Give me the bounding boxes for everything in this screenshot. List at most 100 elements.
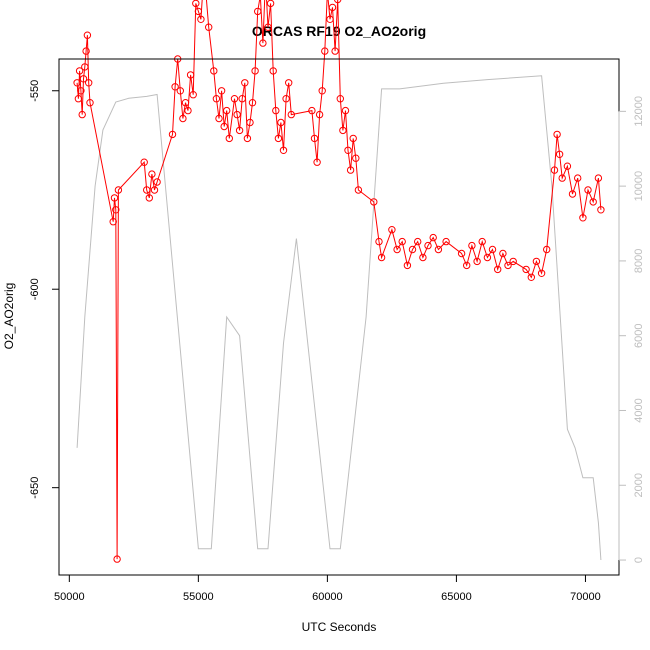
x-tick-label: 65000	[441, 591, 472, 603]
data-point	[522, 265, 530, 274]
data-point	[74, 95, 83, 103]
data-point	[150, 186, 159, 194]
data-point	[499, 249, 507, 258]
data-point	[509, 257, 517, 266]
data-point	[81, 63, 89, 71]
data-point	[272, 106, 280, 115]
data-point	[331, 47, 339, 55]
data-point	[318, 87, 326, 95]
data-point	[473, 257, 481, 266]
data-point	[494, 265, 502, 274]
data-point	[83, 31, 92, 39]
y-axis: -650 -600 -550	[29, 80, 60, 499]
data-point	[235, 126, 244, 135]
data-point	[282, 95, 290, 103]
data-point	[568, 190, 577, 198]
data-point	[109, 218, 117, 226]
data-point	[176, 87, 185, 95]
data-point	[225, 134, 234, 143]
data-point	[326, 15, 334, 23]
data-point	[555, 150, 564, 159]
x-axis: 50000 55000 60000 65000 70000	[54, 574, 601, 603]
data-point	[251, 67, 259, 75]
data-point	[86, 99, 94, 107]
data-point	[259, 39, 267, 47]
data-point	[179, 114, 187, 123]
data-point	[171, 83, 179, 91]
data-point	[140, 158, 148, 166]
data-point	[148, 170, 156, 178]
data-point	[197, 15, 205, 23]
data-point	[429, 233, 437, 242]
data-point	[468, 241, 476, 250]
x-tick-label: 60000	[312, 591, 343, 603]
data-point	[287, 110, 295, 119]
data-point	[310, 134, 319, 143]
data-point	[212, 95, 221, 103]
data-point	[341, 106, 350, 115]
data-point	[114, 186, 123, 194]
primary-series-layer	[73, 0, 605, 563]
data-point	[388, 226, 396, 234]
data-point	[419, 253, 427, 262]
data-point	[375, 237, 383, 246]
data-point	[478, 237, 486, 246]
data-point	[266, 0, 275, 8]
data-point	[579, 214, 587, 222]
data-point	[248, 99, 257, 107]
data-point	[584, 186, 592, 194]
data-point	[186, 71, 195, 79]
data-point	[77, 87, 85, 95]
data-point	[168, 130, 177, 139]
data-point	[377, 253, 386, 262]
secondary-y-tick-label: 6000	[633, 323, 645, 347]
data-point	[328, 3, 337, 12]
data-point	[334, 0, 342, 4]
data-point	[488, 245, 497, 254]
y-tick-label: -600	[29, 278, 41, 300]
data-point	[313, 158, 321, 166]
secondary-y-tick-label: 2000	[633, 473, 645, 497]
x-tick-label: 55000	[183, 591, 214, 603]
data-point	[205, 23, 213, 31]
data-point	[264, 23, 272, 31]
data-point	[597, 206, 605, 214]
data-point	[315, 110, 324, 119]
data-point	[398, 237, 406, 246]
data-point	[408, 245, 417, 254]
data-point	[85, 79, 93, 87]
data-point	[230, 95, 239, 103]
data-point	[254, 7, 262, 16]
data-point	[344, 146, 352, 155]
data-point	[532, 257, 541, 266]
data-point	[79, 75, 88, 83]
data-point	[153, 178, 161, 186]
secondary-series-line	[76, 75, 602, 561]
primary-series-line	[76, 0, 602, 560]
data-point	[285, 79, 293, 87]
data-point	[537, 269, 546, 277]
data-point	[279, 146, 288, 155]
data-point	[403, 261, 412, 270]
data-point	[246, 118, 254, 127]
data-point	[145, 194, 154, 202]
data-point	[483, 253, 492, 262]
data-point	[217, 87, 226, 95]
data-point	[215, 114, 223, 123]
x-axis-label: UTC Seconds	[302, 620, 377, 634]
secondary-y-tick-label: 8000	[633, 249, 645, 273]
data-point	[346, 166, 355, 174]
secondary-y-axis: 0 2000 4000 6000 8000 10000 12000	[618, 96, 645, 563]
data-point	[339, 126, 347, 135]
data-point	[442, 237, 450, 246]
data-point	[233, 110, 241, 119]
secondary-y-tick-label: 4000	[633, 398, 645, 422]
secondary-y-tick-label: 12000	[633, 96, 645, 127]
data-point	[277, 118, 285, 127]
data-point	[414, 237, 422, 246]
data-point	[594, 174, 603, 182]
data-point	[370, 198, 378, 206]
x-tick-label: 70000	[570, 591, 601, 603]
data-point	[504, 261, 512, 270]
